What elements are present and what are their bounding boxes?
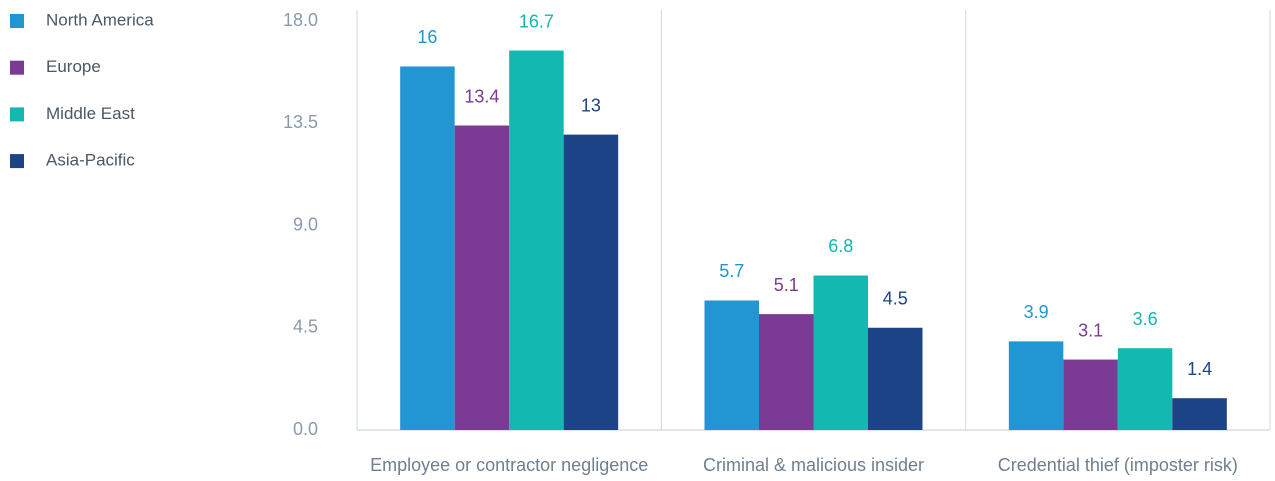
- legend-swatch: [10, 14, 24, 28]
- bar: [563, 134, 619, 430]
- x-tick-label: Employee or contractor negligence: [370, 455, 648, 475]
- value-label: 4.5: [883, 289, 908, 309]
- value-label: 3.1: [1078, 320, 1103, 340]
- bar: [1117, 348, 1173, 430]
- value-label: 3.6: [1133, 309, 1158, 329]
- value-label: 13.4: [464, 86, 499, 106]
- bar: [1063, 359, 1118, 430]
- bar: [813, 275, 868, 430]
- legend-label: Asia-Pacific: [46, 151, 135, 170]
- legend-swatch: [10, 107, 24, 122]
- bar: [1008, 341, 1064, 430]
- value-label: 1.4: [1187, 359, 1212, 379]
- bar: [1172, 398, 1227, 430]
- legend-swatch: [10, 60, 24, 75]
- bar: [704, 300, 759, 430]
- y-tick-label: 18.0: [283, 10, 318, 30]
- value-label: 3.9: [1024, 302, 1049, 322]
- value-label: 5.1: [774, 275, 799, 295]
- legend-swatch: [10, 154, 24, 169]
- bar: [400, 66, 455, 430]
- legend-label: Europe: [46, 57, 101, 76]
- bar: [868, 327, 923, 430]
- y-tick-label: 0.0: [293, 419, 318, 439]
- bar: [759, 314, 814, 430]
- legend-label: North America: [46, 10, 154, 29]
- x-tick-label: Criminal & malicious insider: [703, 455, 924, 475]
- bar: [454, 125, 510, 431]
- y-tick-label: 9.0: [293, 214, 318, 234]
- value-label: 5.7: [719, 261, 744, 281]
- value-label: 16.7: [519, 11, 554, 31]
- value-label: 6.8: [828, 236, 853, 256]
- bar: [509, 50, 564, 431]
- value-label: 13: [581, 95, 601, 115]
- legend-label: Middle East: [46, 104, 135, 123]
- x-tick-label: Credential thief (imposter risk): [998, 455, 1238, 475]
- value-label: 16: [417, 27, 437, 47]
- y-tick-label: 13.5: [283, 112, 318, 132]
- y-tick-label: 4.5: [293, 317, 318, 337]
